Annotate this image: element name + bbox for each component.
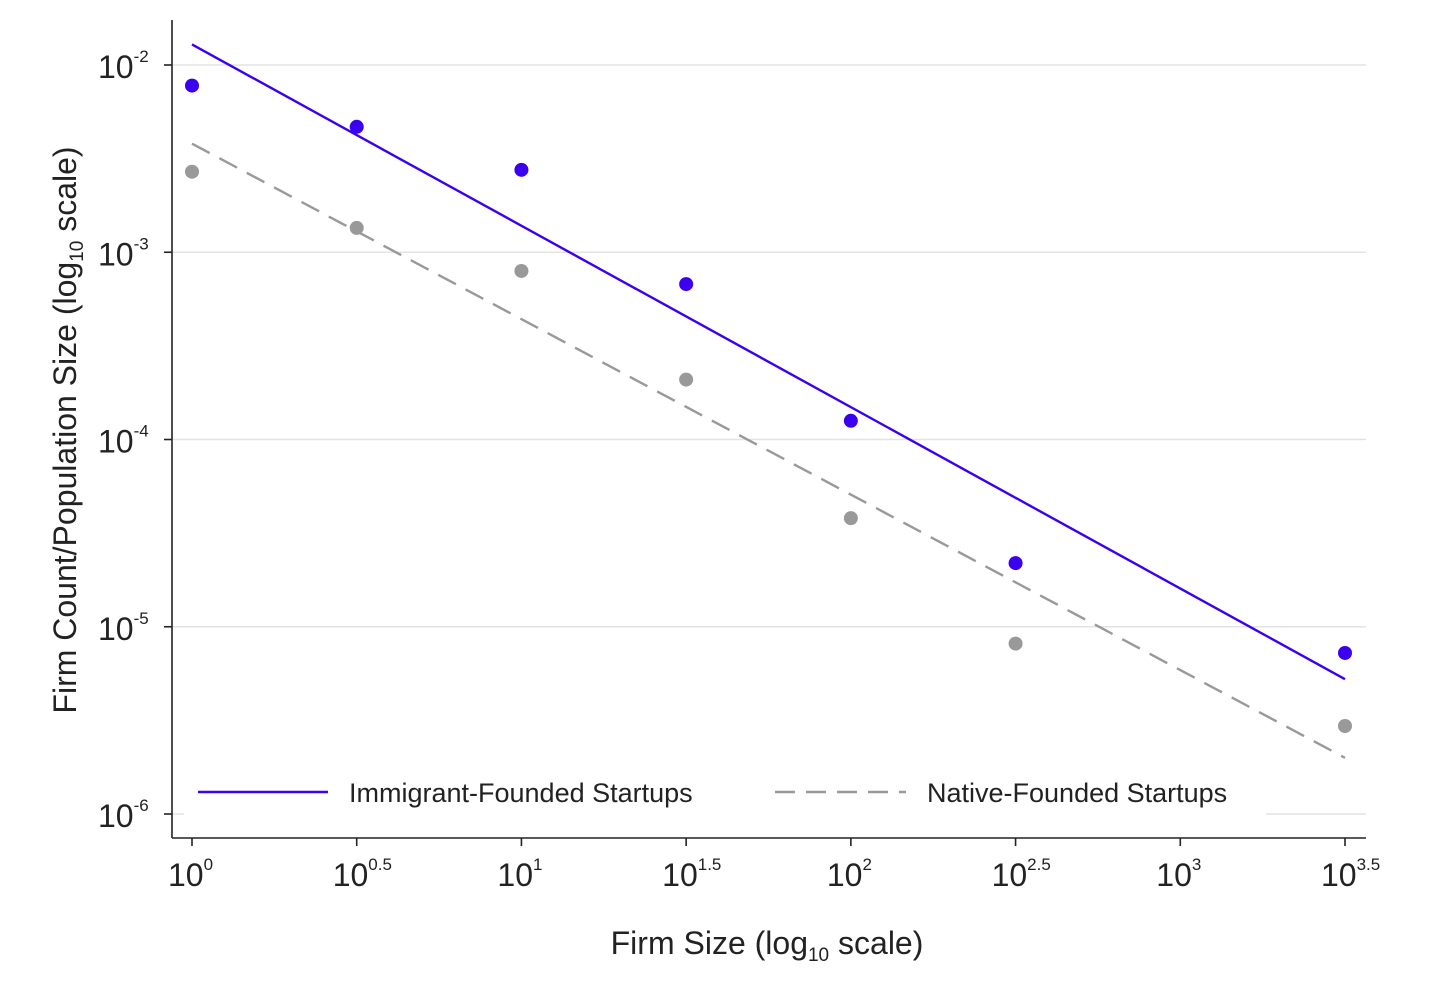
legend-label-native: Native-Founded Startups [927, 778, 1227, 808]
point-immigrant-0 [185, 78, 199, 93]
point-native-5 [1008, 636, 1023, 651]
legend: Immigrant-Founded Startups Native-Founde… [184, 768, 1266, 824]
x-tick-label-3: 101.5 [662, 855, 721, 893]
point-native-1 [349, 220, 364, 235]
x-axis-title-tail: scale) [829, 925, 923, 961]
x-tick-base: 10 [992, 857, 1028, 893]
x-tick-label-0: 100 [168, 855, 213, 893]
x-tick-exponent: 3.5 [1357, 855, 1381, 874]
y-tick-exponent: -3 [134, 234, 149, 253]
y-axis-title-main: Firm Count/Population Size (log [47, 262, 83, 714]
data-points [185, 78, 1352, 733]
x-tick-exponent: 3 [1192, 855, 1201, 874]
y-tick-label-3: 10-5 [98, 609, 149, 647]
y-tick-label-0: 10-2 [98, 47, 149, 85]
grid-lines [172, 64, 1366, 815]
y-axis-title-subscript: 10 [67, 241, 88, 262]
y-tick-base: 10 [98, 424, 134, 460]
x-axis-title-main: Firm Size (log [611, 925, 808, 961]
point-native-4 [843, 511, 858, 526]
x-tick-label-1: 100.5 [333, 855, 392, 893]
point-immigrant-3 [679, 277, 694, 292]
x-tick-base: 10 [1156, 857, 1192, 893]
fit-line-1 [191, 142, 1346, 759]
y-ticks: 10-210-310-410-510-6 [98, 47, 172, 834]
fit-lines [191, 43, 1346, 759]
y-tick-base: 10 [98, 49, 134, 85]
point-native-0 [185, 164, 199, 179]
point-native-6 [1338, 718, 1352, 733]
y-tick-exponent: -2 [134, 47, 149, 66]
x-tick-label-6: 103 [1156, 855, 1201, 893]
y-tick-exponent: -6 [134, 796, 149, 815]
x-tick-base: 10 [333, 857, 369, 893]
x-ticks: 100 100.5 101 101.5 102 102.5 103 103.5 [168, 838, 1380, 893]
point-native-2 [514, 263, 529, 278]
axes [171, 20, 1366, 839]
x-tick-base: 10 [827, 857, 863, 893]
x-tick-exponent: 0.5 [368, 855, 392, 874]
point-immigrant-4 [843, 413, 858, 428]
y-tick-exponent: -5 [134, 609, 149, 628]
y-tick-base: 10 [98, 236, 134, 272]
x-tick-label-5: 102.5 [992, 855, 1051, 893]
y-tick-base: 10 [98, 611, 134, 647]
point-native-3 [679, 372, 694, 387]
x-tick-base: 10 [1321, 857, 1357, 893]
x-tick-exponent: 2 [862, 855, 871, 874]
x-tick-exponent: 1 [533, 855, 542, 874]
point-immigrant-5 [1008, 556, 1023, 571]
y-tick-label-2: 10-4 [98, 422, 149, 460]
y-tick-base: 10 [98, 798, 134, 834]
x-tick-label-4: 102 [827, 855, 872, 893]
point-immigrant-1 [349, 119, 364, 134]
legend-label-immigrant: Immigrant-Founded Startups [349, 778, 693, 808]
y-axis-title: Firm Count/Population Size (log10 scale) [47, 146, 88, 713]
y-axis-title-tail: scale) [47, 146, 83, 240]
legend-background [184, 768, 1266, 824]
x-tick-base: 10 [497, 857, 533, 893]
y-tick-label-1: 10-3 [98, 234, 149, 272]
y-tick-label-4: 10-6 [98, 796, 149, 834]
point-immigrant-2 [514, 162, 529, 177]
x-tick-exponent: 0 [204, 855, 213, 874]
x-tick-base: 10 [662, 857, 698, 893]
x-tick-base: 10 [168, 857, 204, 893]
fit-line-0 [191, 43, 1346, 681]
x-axis-title-subscript: 10 [808, 945, 829, 966]
x-tick-label-7: 103.5 [1321, 855, 1380, 893]
x-axis-title: Firm Size (log10 scale) [611, 925, 924, 966]
x-tick-label-2: 101 [497, 855, 542, 893]
point-immigrant-6 [1338, 645, 1352, 660]
x-tick-exponent: 1.5 [698, 855, 722, 874]
y-tick-exponent: -4 [134, 422, 149, 441]
x-tick-exponent: 2.5 [1027, 855, 1051, 874]
